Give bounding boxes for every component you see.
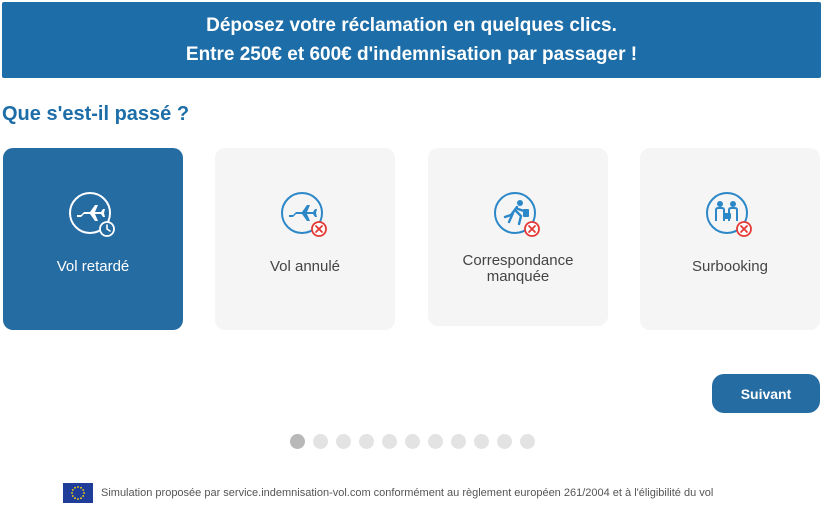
banner-line-1: Déposez votre réclamation en quelques cl… <box>206 15 617 36</box>
pagination-dot <box>336 434 351 449</box>
option-overbooking[interactable]: Surbooking <box>640 148 820 330</box>
option-cancelled-flight[interactable]: Vol annulé <box>215 148 395 330</box>
option-missed-connection[interactable]: Correspondance manquée <box>428 148 608 326</box>
pagination-dots <box>290 434 543 449</box>
question-title: Que s'est-il passé ? <box>2 103 190 125</box>
footer-text: Simulation proposée par service.indemnis… <box>101 487 714 499</box>
pagination-dot <box>520 434 535 449</box>
pagination-dot <box>451 434 466 449</box>
pagination-dot <box>474 434 489 449</box>
delayed-flight-icon <box>68 191 118 241</box>
option-label-line-2: manquée <box>486 268 550 285</box>
pagination-dot <box>382 434 397 449</box>
option-delayed-flight[interactable]: Vol retardé <box>3 148 183 330</box>
option-label: Correspondance manquée <box>463 253 574 285</box>
pagination-dot <box>405 434 420 449</box>
pagination-dot <box>428 434 443 449</box>
banner-line-2: Entre 250€ et 600€ d'indemnisation par p… <box>185 44 638 65</box>
eu-flag-icon <box>63 483 93 503</box>
promo-banner: Déposez votre réclamation en quelques cl… <box>2 2 821 78</box>
footer-disclaimer: Simulation proposée par service.indemnis… <box>63 483 713 503</box>
overbooking-icon <box>705 191 755 241</box>
option-label: Vol retardé <box>56 258 130 275</box>
pagination-dot <box>313 434 328 449</box>
cancelled-flight-icon <box>280 191 330 241</box>
next-button[interactable]: Suivant <box>712 374 820 413</box>
incident-options: Vol retardé Vol annulé Corr <box>3 148 823 332</box>
pagination-dot <box>497 434 512 449</box>
option-label: Vol annulé <box>269 258 341 275</box>
pagination-dot-current <box>290 434 305 449</box>
pagination-dot <box>359 434 374 449</box>
option-label: Surbooking <box>692 258 768 275</box>
missed-connection-icon <box>493 191 543 241</box>
option-label-line-1: Correspondance <box>462 252 574 269</box>
